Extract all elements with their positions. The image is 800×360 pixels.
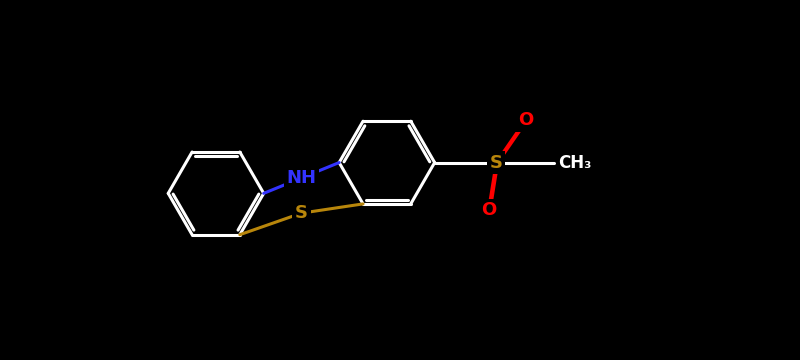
Text: S: S xyxy=(295,204,308,222)
Text: CH₃: CH₃ xyxy=(558,154,591,172)
Text: NH: NH xyxy=(286,169,317,187)
Text: S: S xyxy=(490,154,502,172)
Text: O: O xyxy=(518,111,533,129)
Text: O: O xyxy=(481,201,496,219)
